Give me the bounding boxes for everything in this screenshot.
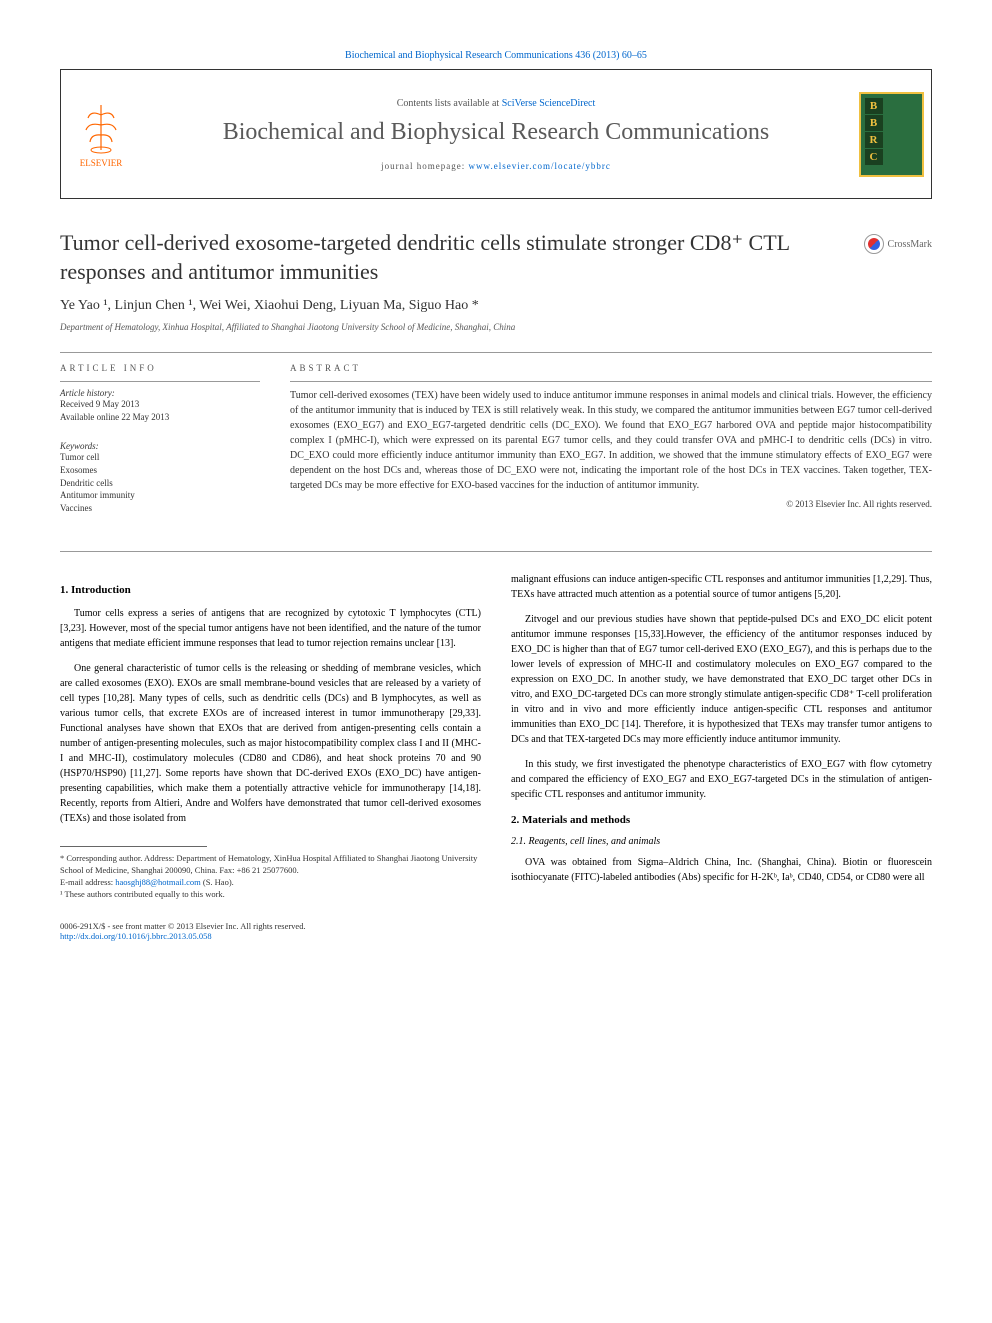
keyword-4: Vaccines <box>60 502 260 515</box>
history-block: Article history: Received 9 May 2013 Ava… <box>60 381 260 423</box>
footnote-divider <box>60 846 207 847</box>
keyword-3: Antitumor immunity <box>60 489 260 502</box>
keywords-label: Keywords: <box>60 441 260 451</box>
divider <box>60 352 932 353</box>
intro-p3: malignant effusions can induce antigen-s… <box>511 572 932 602</box>
contents-label: Contents lists available at <box>397 98 502 109</box>
bbrc-r: R <box>865 132 883 148</box>
keywords-block: Keywords: Tumor cell Exosomes Dendritic … <box>60 435 260 514</box>
journal-homepage: journal homepage: www.elsevier.com/locat… <box>381 161 611 171</box>
intro-p5: In this study, we first investigated the… <box>511 757 932 802</box>
elsevier-tree-icon <box>76 100 126 155</box>
title-row: Tumor cell-derived exosome-targeted dend… <box>60 229 932 286</box>
homepage-link[interactable]: www.elsevier.com/locate/ybbrc <box>469 161 611 171</box>
email-suffix: (S. Hao). <box>201 877 234 887</box>
methods-sub-heading: 2.1. Reagents, cell lines, and animals <box>511 836 932 847</box>
bbrc-b1: B <box>865 98 883 114</box>
received-date: Received 9 May 2013 <box>60 398 260 411</box>
bbrc-cover-icon: B B R C <box>859 92 924 177</box>
footer-front-matter: 0006-291X/$ - see front matter © 2013 El… <box>60 921 306 931</box>
footer-doi[interactable]: http://dx.doi.org/10.1016/j.bbrc.2013.05… <box>60 931 306 941</box>
email-footnote: E-mail address: haosghj88@hotmail.com (S… <box>60 877 481 889</box>
footer: 0006-291X/$ - see front matter © 2013 El… <box>60 921 932 941</box>
elsevier-text: ELSEVIER <box>80 158 123 168</box>
keyword-2: Dendritic cells <box>60 477 260 490</box>
article-info: article info Article history: Received 9… <box>60 363 260 526</box>
email-link[interactable]: haosghj88@hotmail.com <box>115 877 201 887</box>
abstract-section: abstract Tumor cell-derived exosomes (TE… <box>290 363 932 526</box>
crossmark-label: CrossMark <box>888 239 932 250</box>
journal-name: Biochemical and Biophysical Research Com… <box>223 119 770 146</box>
header-citation: Biochemical and Biophysical Research Com… <box>60 50 932 61</box>
page: Biochemical and Biophysical Research Com… <box>0 0 992 991</box>
contrib-footnote: ¹ These authors contributed equally to t… <box>60 889 481 901</box>
corresponding-footnote: * Corresponding author. Address: Departm… <box>60 853 481 877</box>
abstract-copyright: © 2013 Elsevier Inc. All rights reserved… <box>290 499 932 509</box>
article-title: Tumor cell-derived exosome-targeted dend… <box>60 229 844 286</box>
authors: Ye Yao ¹, Linjun Chen ¹, Wei Wei, Xiaohu… <box>60 298 932 314</box>
bbrc-b2: B <box>865 115 883 131</box>
abstract-heading: abstract <box>290 363 932 373</box>
affiliation: Department of Hematology, Xinhua Hospita… <box>60 322 932 332</box>
methods-heading: 2. Materials and methods <box>511 814 932 826</box>
sciencedirect-link[interactable]: SciVerse ScienceDirect <box>502 98 596 109</box>
homepage-label: journal homepage: <box>381 161 468 171</box>
intro-heading: 1. Introduction <box>60 584 481 596</box>
crossmark-icon <box>864 234 884 254</box>
history-label: Article history: <box>60 388 260 398</box>
divider-2 <box>60 551 932 552</box>
intro-p2: One general characteristic of tumor cell… <box>60 661 481 826</box>
available-date: Available online 22 May 2013 <box>60 411 260 424</box>
right-column: malignant effusions can induce antigen-s… <box>511 572 932 901</box>
body-columns: 1. Introduction Tumor cells express a se… <box>60 572 932 901</box>
intro-p4: Zitvogel and our previous studies have s… <box>511 612 932 747</box>
email-label: E-mail address: <box>60 877 115 887</box>
bbrc-c: C <box>865 149 883 165</box>
abstract-text: Tumor cell-derived exosomes (TEX) have b… <box>290 381 932 493</box>
contents-list-line: Contents lists available at SciVerse Sci… <box>397 98 596 109</box>
intro-p1: Tumor cells express a series of antigens… <box>60 606 481 651</box>
header-center: Contents lists available at SciVerse Sci… <box>141 70 851 198</box>
journal-header-box: ELSEVIER Contents lists available at Sci… <box>60 69 932 199</box>
crossmark-badge[interactable]: CrossMark <box>864 234 932 254</box>
article-info-heading: article info <box>60 363 260 373</box>
methods-p1: OVA was obtained from Sigma–Aldrich Chin… <box>511 855 932 885</box>
info-abstract-row: article info Article history: Received 9… <box>60 363 932 526</box>
keyword-1: Exosomes <box>60 464 260 477</box>
keyword-0: Tumor cell <box>60 451 260 464</box>
elsevier-logo: ELSEVIER <box>61 70 141 198</box>
bbrc-logo: B B R C <box>851 70 931 198</box>
left-column: 1. Introduction Tumor cells express a se… <box>60 572 481 901</box>
